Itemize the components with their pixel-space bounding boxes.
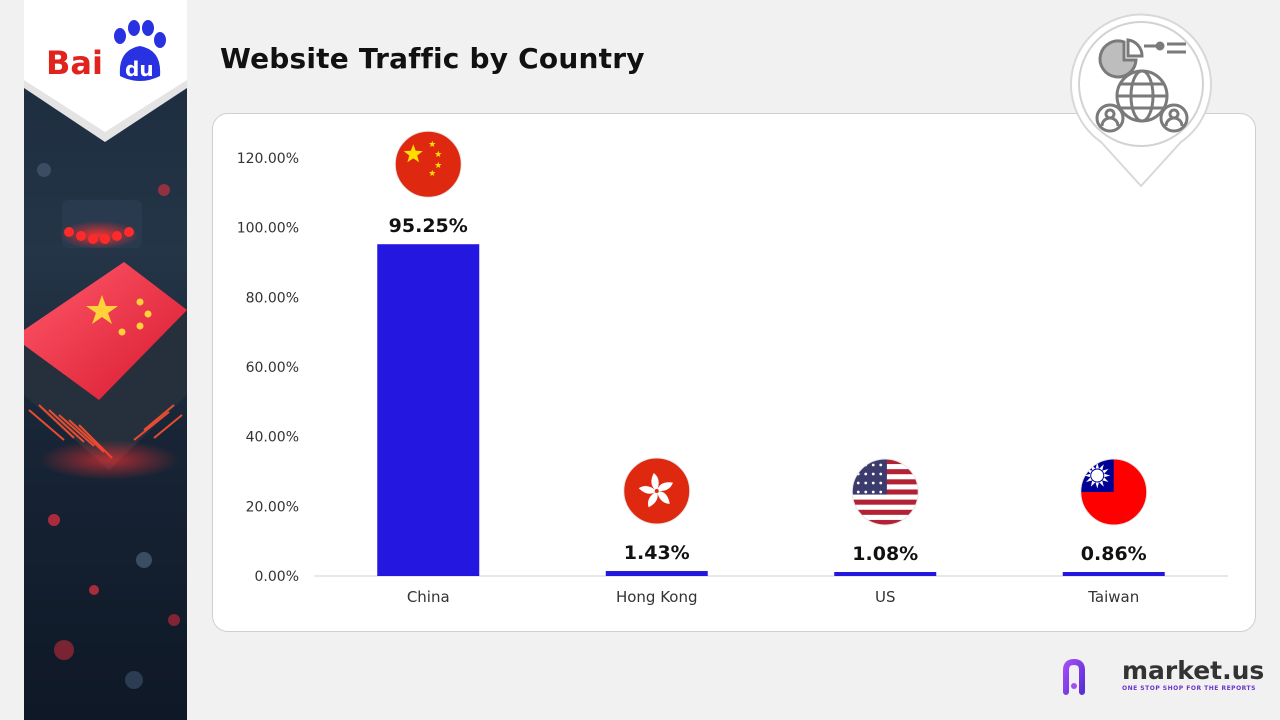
logo-text-left: Bai [46,44,103,82]
x-tick-label: Hong Kong [616,588,698,606]
us-flag-icon [851,458,919,526]
bar-chart: 0.00% 20.00% 40.00% 60.00% 80.00% 100.00% 120.… [237,130,1228,606]
analytics-pin-icon [1070,13,1212,188]
market-us-logo-icon [1063,658,1103,695]
hong-kong-flag-icon [623,457,691,525]
baidu-logo: Bai du [24,0,187,142]
bar-taiwan [1062,572,1165,576]
sidebar-image-panel: Bai du [24,0,187,720]
y-tick-label: 20.00% [246,499,299,515]
bar-us [834,572,937,576]
brand-name: market.us [1122,656,1265,685]
y-tick-label: 60.00% [246,360,299,376]
x-tick-label: China [407,588,450,606]
bar-hong-kong [605,571,708,576]
data-label: 1.08% [852,543,918,565]
logo-text-right: du [125,57,154,81]
x-tick-label: Taiwan [1087,588,1139,606]
data-label: 1.43% [624,542,690,564]
chip-background-illustration [24,163,187,689]
data-label: 0.86% [1081,543,1147,565]
taiwan-flag-icon [1080,458,1148,526]
y-tick-label: 120.00% [237,151,299,167]
bar-china [377,244,480,576]
brand-tagline: ONE STOP SHOP FOR THE REPORTS [1122,685,1256,692]
china-flag-icon [394,130,462,198]
y-tick-label: 0.00% [255,569,299,585]
data-label: 95.25% [389,215,468,237]
x-tick-label: US [875,588,896,606]
y-tick-label: 40.00% [246,430,299,446]
page-title: Website Traffic by Country [220,42,645,75]
market-us-brand: market.us ONE STOP SHOP FOR THE REPORTS [1062,656,1265,696]
y-tick-label: 100.00% [237,221,299,237]
y-tick-label: 80.00% [246,290,299,306]
